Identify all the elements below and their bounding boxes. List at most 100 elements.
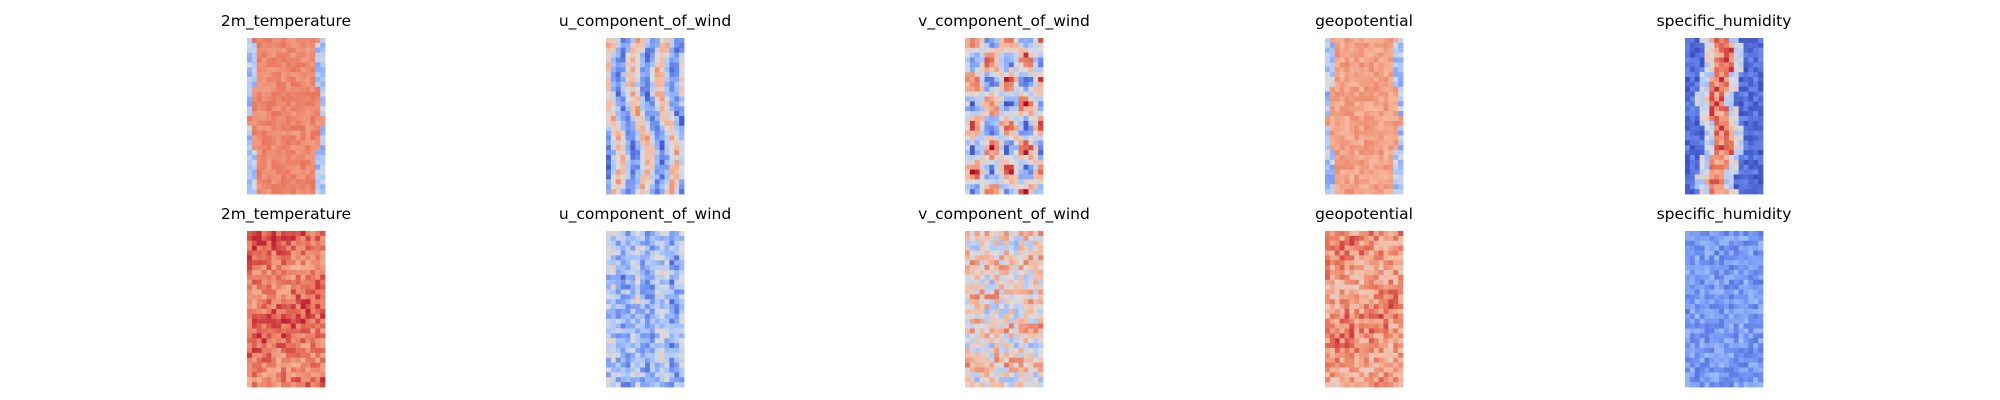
heatmap-cell <box>247 77 253 83</box>
heatmap-cell <box>994 130 1000 136</box>
heatmap-cell <box>965 313 971 320</box>
heatmap-cell <box>635 294 641 300</box>
heatmap-cell <box>610 174 617 180</box>
heatmap-cell <box>1325 333 1331 339</box>
heatmap-cell <box>310 260 316 266</box>
heatmap-cell <box>276 348 282 354</box>
heatmap-cell <box>276 274 282 281</box>
heatmap-cell <box>256 189 263 195</box>
heatmap-cell <box>256 382 263 388</box>
heatmap-cell <box>1028 189 1034 195</box>
heatmap-cell <box>276 189 282 195</box>
heatmap-cell <box>664 323 670 329</box>
heatmap-cell <box>1339 274 1345 281</box>
heatmap-cell <box>261 116 267 122</box>
heatmap-cell <box>1364 116 1370 122</box>
heatmap-cell <box>1339 184 1345 190</box>
heatmap-cell <box>1738 328 1744 334</box>
heatmap-cell <box>1383 145 1389 151</box>
heatmap-cell <box>989 235 995 242</box>
heatmap-cell <box>620 96 626 102</box>
heatmap-cell <box>1354 289 1360 295</box>
heatmap-cell <box>1743 333 1749 339</box>
heatmap-cell <box>1038 96 1044 102</box>
heatmap-cell <box>1398 231 1404 237</box>
heatmap-cell <box>620 86 626 93</box>
heatmap-cell <box>1325 47 1331 54</box>
heatmap-cell <box>1388 255 1394 261</box>
heatmap-cell <box>1354 125 1360 132</box>
heatmap-cell <box>654 62 661 68</box>
heatmap-cell <box>1339 86 1345 93</box>
heatmap-cell <box>1758 111 1764 117</box>
heatmap-cell <box>1334 120 1341 127</box>
heatmap-cell <box>635 111 641 117</box>
heatmap-cell <box>1349 333 1355 339</box>
heatmap-cell <box>1743 67 1749 73</box>
heatmap-cell <box>610 57 617 63</box>
heatmap-cell <box>1694 169 1701 175</box>
heatmap-cell <box>310 333 316 339</box>
heatmap-cell <box>315 289 321 295</box>
heatmap-cell <box>1704 189 1710 195</box>
heatmap-cell <box>1743 284 1749 290</box>
heatmap-cell <box>1354 106 1360 112</box>
heatmap-cell <box>1373 304 1380 310</box>
heatmap-cell <box>664 382 670 388</box>
heatmap-cell <box>1018 294 1024 300</box>
heatmap-cell <box>669 260 675 266</box>
heatmap-cell <box>1694 299 1701 305</box>
heatmap-cell <box>1738 42 1744 49</box>
heatmap-cell <box>979 333 985 339</box>
heatmap-cell <box>1714 125 1720 132</box>
heatmap-cell <box>635 116 641 122</box>
heatmap-cell <box>635 352 641 359</box>
heatmap-cell <box>1028 67 1034 73</box>
heatmap-cell <box>1398 77 1404 83</box>
heatmap-cell <box>620 367 626 373</box>
heatmap-cell <box>1694 265 1701 271</box>
heatmap-cell <box>1325 164 1331 171</box>
heatmap-cell <box>635 382 641 388</box>
heatmap-cell <box>664 130 670 136</box>
heatmap-cell <box>1753 96 1759 102</box>
heatmap-cell <box>1013 328 1020 334</box>
heatmap-cell <box>1018 57 1024 63</box>
heatmap-cell <box>315 274 321 281</box>
heatmap-cell <box>1714 323 1720 329</box>
heatmap-cell <box>1738 91 1744 97</box>
heatmap-cell <box>1028 265 1034 271</box>
heatmap-cell <box>256 333 263 339</box>
heatmap-cell <box>276 42 282 49</box>
heatmap-cell <box>1354 294 1360 300</box>
heatmap-cell <box>1368 47 1375 54</box>
heatmap-cell <box>984 338 990 344</box>
heatmap-cell <box>310 169 316 175</box>
heatmap-cell <box>1689 72 1696 78</box>
heatmap-cell <box>286 67 292 73</box>
heatmap-cell <box>989 96 995 102</box>
heatmap-cell <box>290 120 297 127</box>
heatmap-cell <box>247 47 253 54</box>
heatmap-cell <box>1004 140 1010 146</box>
heatmap-cell <box>1373 235 1380 242</box>
heatmap-cell <box>310 294 316 300</box>
heatmap-cell <box>1364 372 1370 378</box>
heatmap-cell <box>1719 174 1725 180</box>
heatmap-cell <box>679 382 685 388</box>
heatmap-cell <box>295 294 302 300</box>
heatmap-cell <box>965 47 971 54</box>
heatmap-cell <box>989 309 995 315</box>
heatmap-cell <box>1344 279 1350 286</box>
heatmap-cell <box>674 304 680 310</box>
heatmap-cell <box>315 189 321 195</box>
heatmap-cell <box>1013 362 1020 368</box>
heatmap-cell <box>1329 245 1336 251</box>
heatmap-cell <box>965 289 971 295</box>
heatmap-cell <box>1685 189 1691 195</box>
heatmap-cell <box>300 67 306 73</box>
heatmap-cell <box>1344 179 1350 185</box>
heatmap-cell <box>1378 125 1384 132</box>
heatmap-cell <box>1018 235 1024 242</box>
heatmap-cell <box>994 42 1000 49</box>
